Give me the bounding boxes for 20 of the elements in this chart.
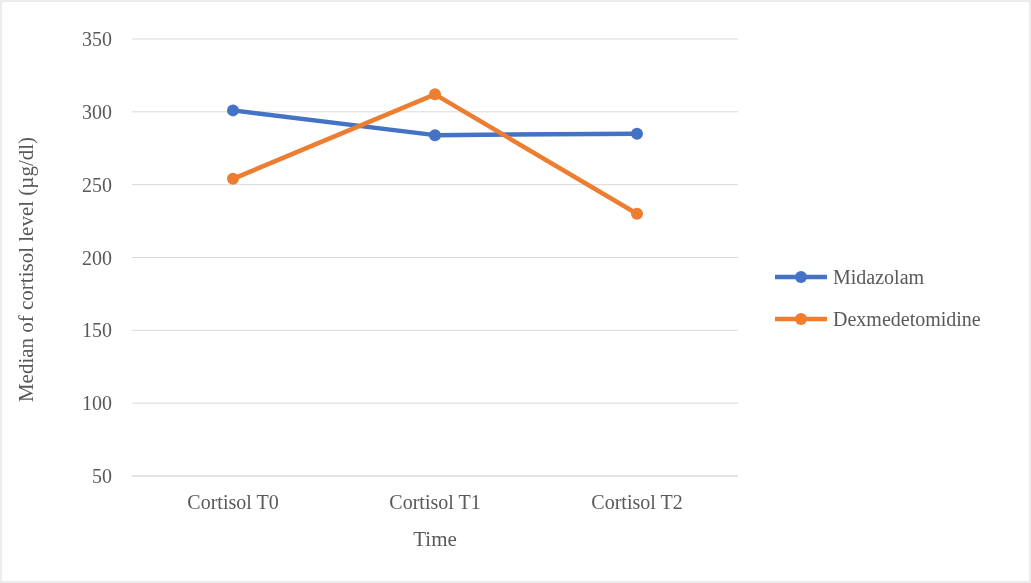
y-tick-label: 200 xyxy=(82,246,112,269)
point xyxy=(631,127,643,140)
point xyxy=(429,129,441,142)
legend-label: Midazolam xyxy=(833,266,925,288)
x-tick-label: Cortisol T0 xyxy=(187,491,279,513)
y-axis-title: Median of cortisol level (µg/dl) xyxy=(14,136,38,403)
x-tick-label: Cortisol T1 xyxy=(389,491,481,513)
y-tick-label: 100 xyxy=(82,392,112,415)
point xyxy=(429,88,441,101)
x-tick-label: Cortisol T2 xyxy=(591,491,683,513)
y-tick-label: 350 xyxy=(82,28,112,50)
point xyxy=(227,172,239,185)
point xyxy=(631,207,643,220)
y-tick-label: 250 xyxy=(82,173,112,196)
y-tick-label: 50 xyxy=(92,465,112,487)
y-tick-label: 150 xyxy=(82,319,112,342)
point xyxy=(227,104,239,117)
x-axis-title: Time xyxy=(413,527,457,551)
legend-label: Dexmedetomidine xyxy=(833,308,981,330)
y-tick-label: 300 xyxy=(82,100,112,123)
